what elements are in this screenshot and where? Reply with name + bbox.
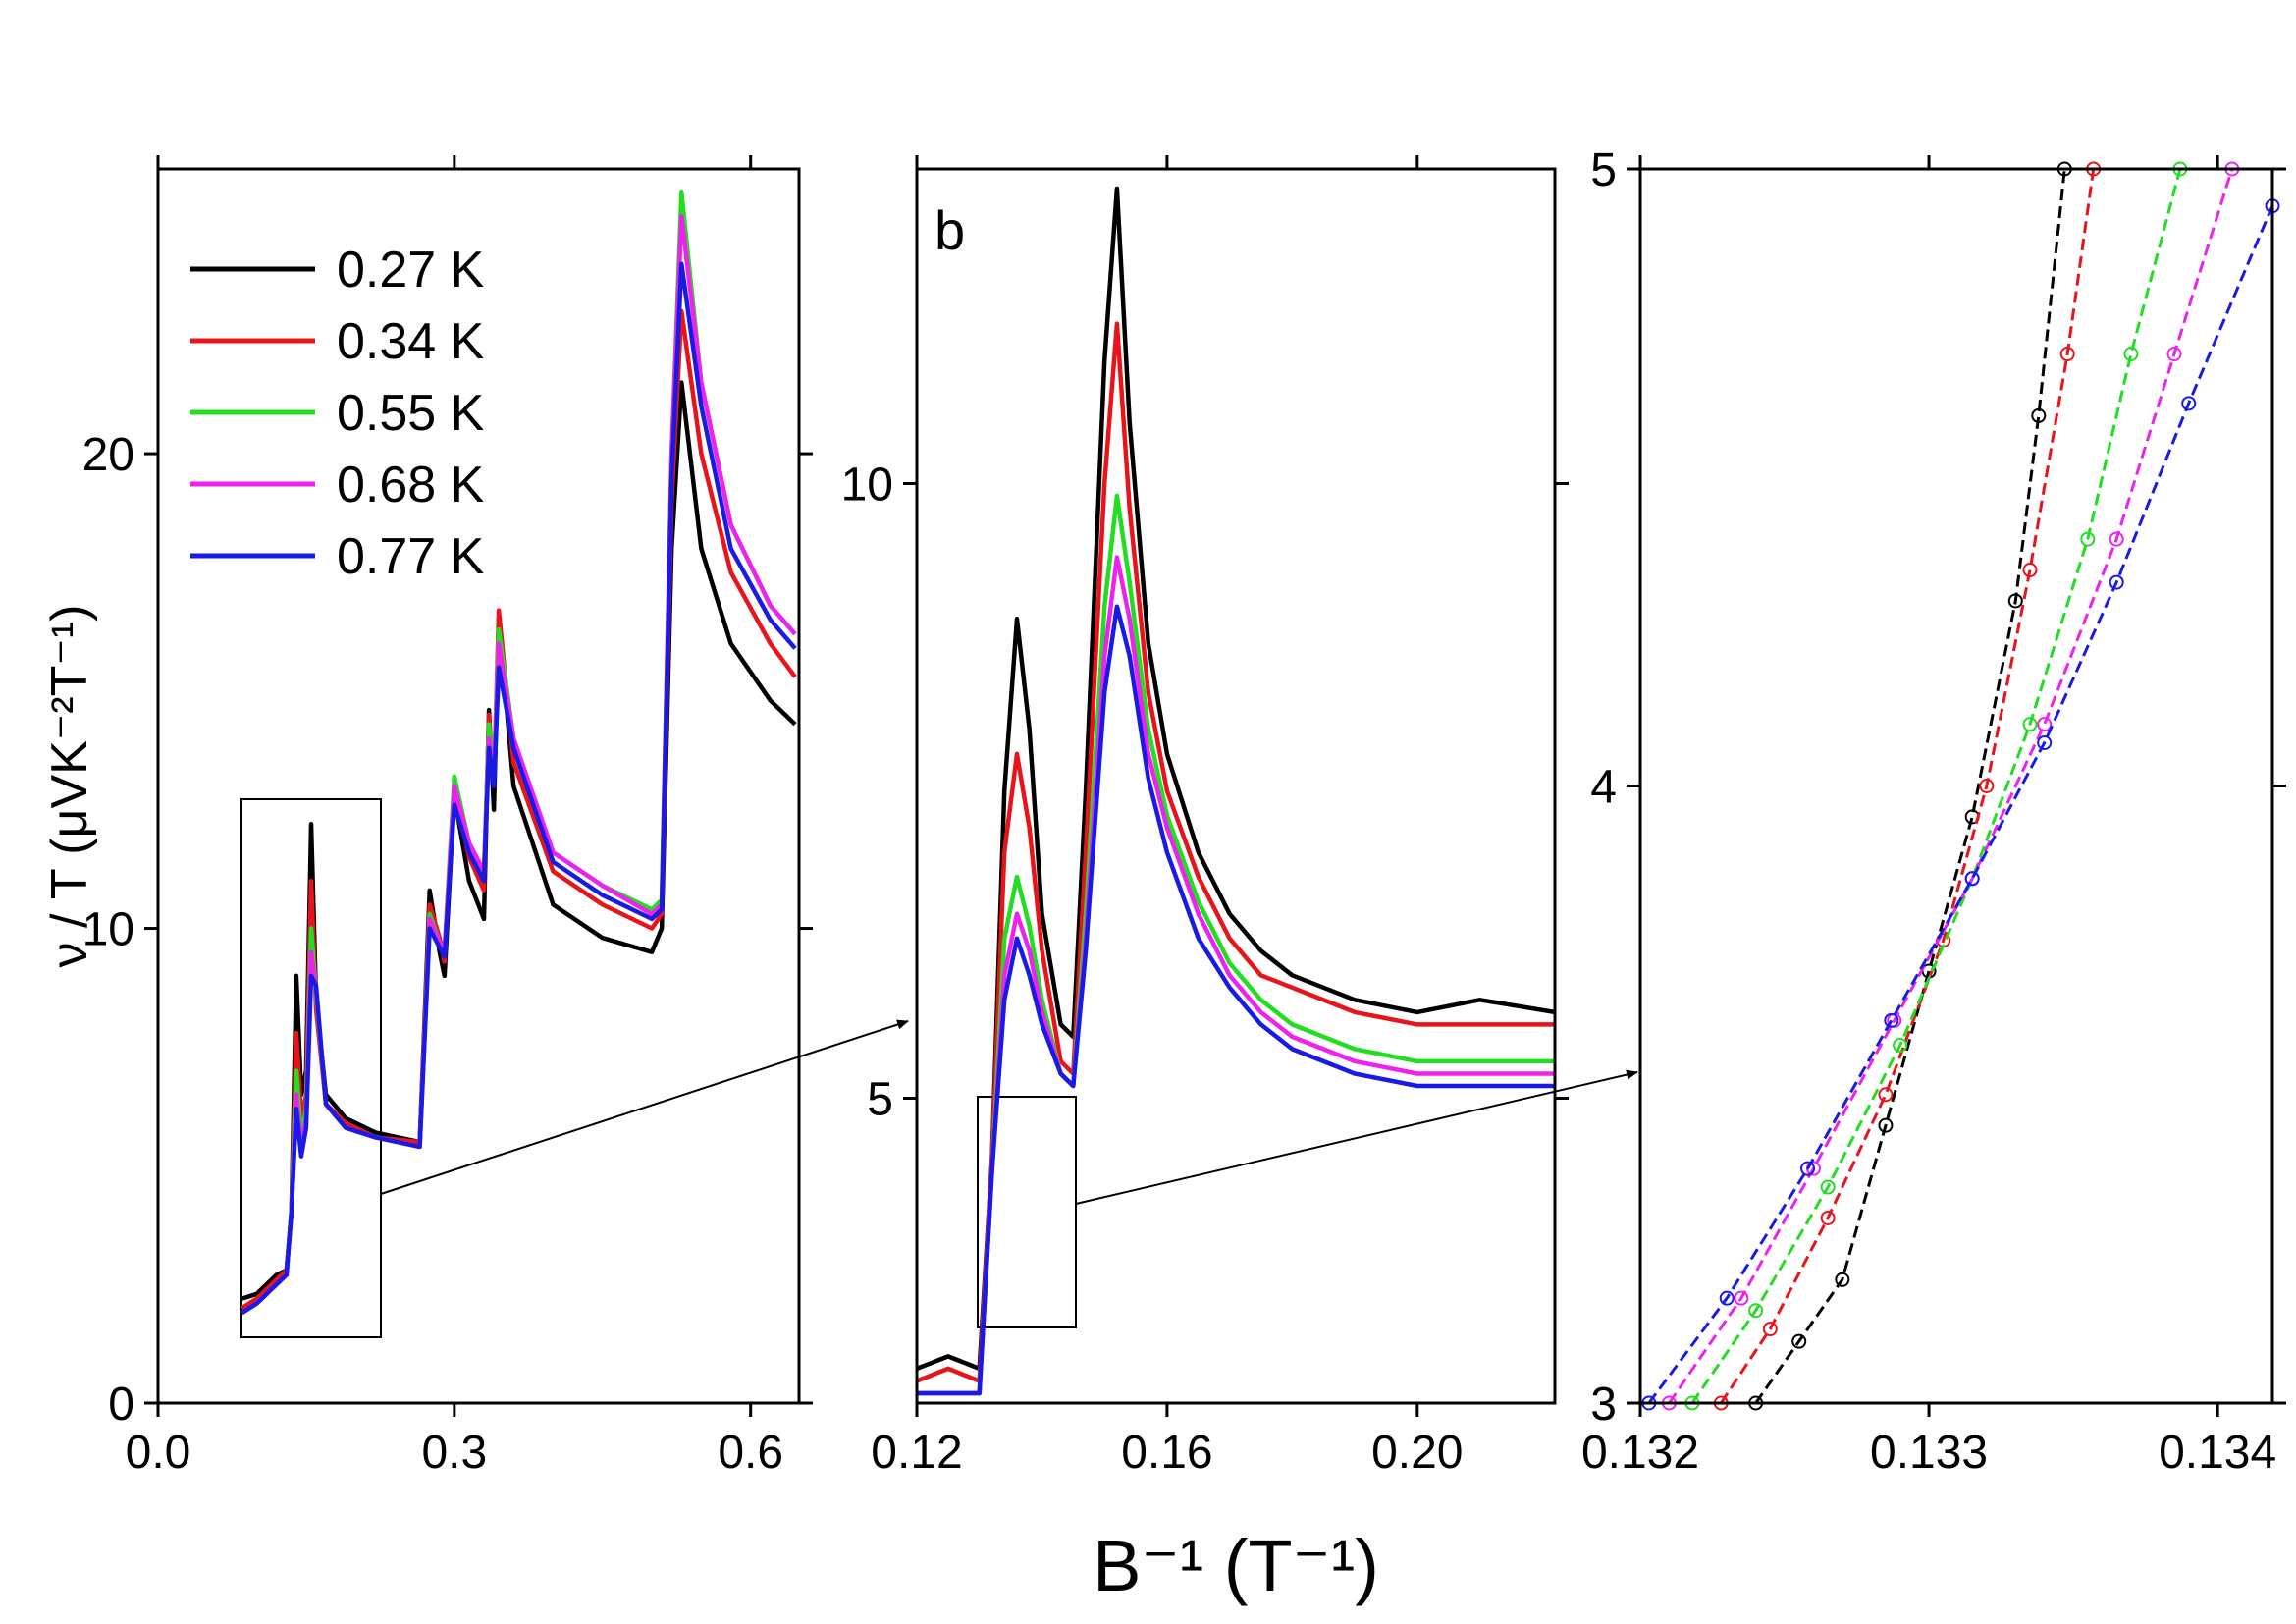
data-point — [1800, 1161, 1816, 1176]
data-point — [2007, 593, 2023, 609]
series-line — [1690, 169, 2182, 1403]
legend-label: 0.77 K — [337, 528, 485, 585]
y-axis-label: ν / T (μVK⁻²T⁻¹) — [41, 605, 98, 968]
panel-label: b — [934, 199, 965, 261]
data-point — [2109, 531, 2124, 547]
x-tick-label: 0.133 — [1870, 1427, 1988, 1479]
series-line — [1668, 169, 2234, 1403]
data-point — [1791, 1333, 1807, 1349]
x-tick-label: 0.134 — [2159, 1427, 2276, 1479]
data-point — [1878, 1087, 1894, 1103]
data-point — [1748, 1303, 1764, 1319]
y-tick-label: 10 — [82, 904, 134, 956]
y-tick-label: 4 — [1590, 762, 1617, 814]
data-point — [2109, 574, 2124, 590]
data-point — [1964, 871, 1980, 887]
data-point — [2031, 407, 2047, 423]
legend-label: 0.34 K — [337, 313, 485, 370]
data-point — [1734, 1290, 1749, 1306]
zoom-arrow — [1075, 1069, 1638, 1205]
series-line — [240, 261, 797, 1315]
data-point — [2166, 347, 2182, 362]
y-tick-label: 5 — [1590, 144, 1617, 196]
zoom-arrow — [380, 1019, 909, 1195]
x-tick-label: 0.132 — [1581, 1427, 1699, 1479]
series-line — [917, 321, 1555, 1383]
plot-frame — [156, 167, 801, 1405]
x-tick-label: 0.0 — [126, 1427, 191, 1479]
data-point — [2059, 347, 2075, 362]
series-line — [917, 604, 1555, 1396]
x-tick-label: 0.12 — [871, 1427, 962, 1479]
plot-frame — [1638, 167, 2274, 1405]
data-point — [1762, 1322, 1778, 1337]
y-tick-label: 10 — [841, 460, 893, 512]
legend-label: 0.68 K — [337, 457, 485, 514]
plot-frame — [915, 167, 1557, 1405]
data-point — [2123, 347, 2139, 362]
x-tick-label: 0.3 — [421, 1427, 487, 1479]
series-line — [240, 380, 797, 1301]
x-tick-label: 0.6 — [718, 1427, 783, 1479]
x-tick-label: 0.20 — [1371, 1427, 1463, 1479]
data-point — [1884, 1012, 1899, 1028]
data-point — [1893, 1037, 1908, 1053]
series-line — [1720, 169, 2096, 1403]
data-point — [1835, 1272, 1850, 1287]
legend-label: 0.27 K — [337, 242, 485, 298]
series-line — [1754, 169, 2066, 1403]
data-point — [2022, 717, 2038, 732]
legend-label: 0.55 K — [337, 385, 485, 442]
data-point — [2022, 563, 2038, 578]
x-tick-label: 0.16 — [1121, 1427, 1212, 1479]
data-point — [2181, 396, 2197, 411]
y-tick-label: 3 — [1590, 1379, 1617, 1431]
data-point — [1820, 1210, 1836, 1225]
data-point — [2037, 735, 2053, 751]
data-point — [2037, 717, 2053, 732]
y-tick-label: 20 — [82, 429, 134, 481]
data-point — [1719, 1290, 1735, 1306]
x-axis-label: B⁻¹ (T⁻¹) — [1093, 1525, 1379, 1606]
series-line — [1647, 205, 2272, 1403]
y-tick-label: 0 — [108, 1379, 134, 1431]
data-point — [1878, 1117, 1894, 1133]
data-point — [2080, 531, 2096, 547]
y-tick-label: 5 — [867, 1074, 893, 1126]
zoom-box — [977, 1096, 1077, 1328]
data-point — [1979, 779, 1995, 793]
data-point — [1820, 1179, 1836, 1195]
zoom-box — [240, 798, 382, 1338]
